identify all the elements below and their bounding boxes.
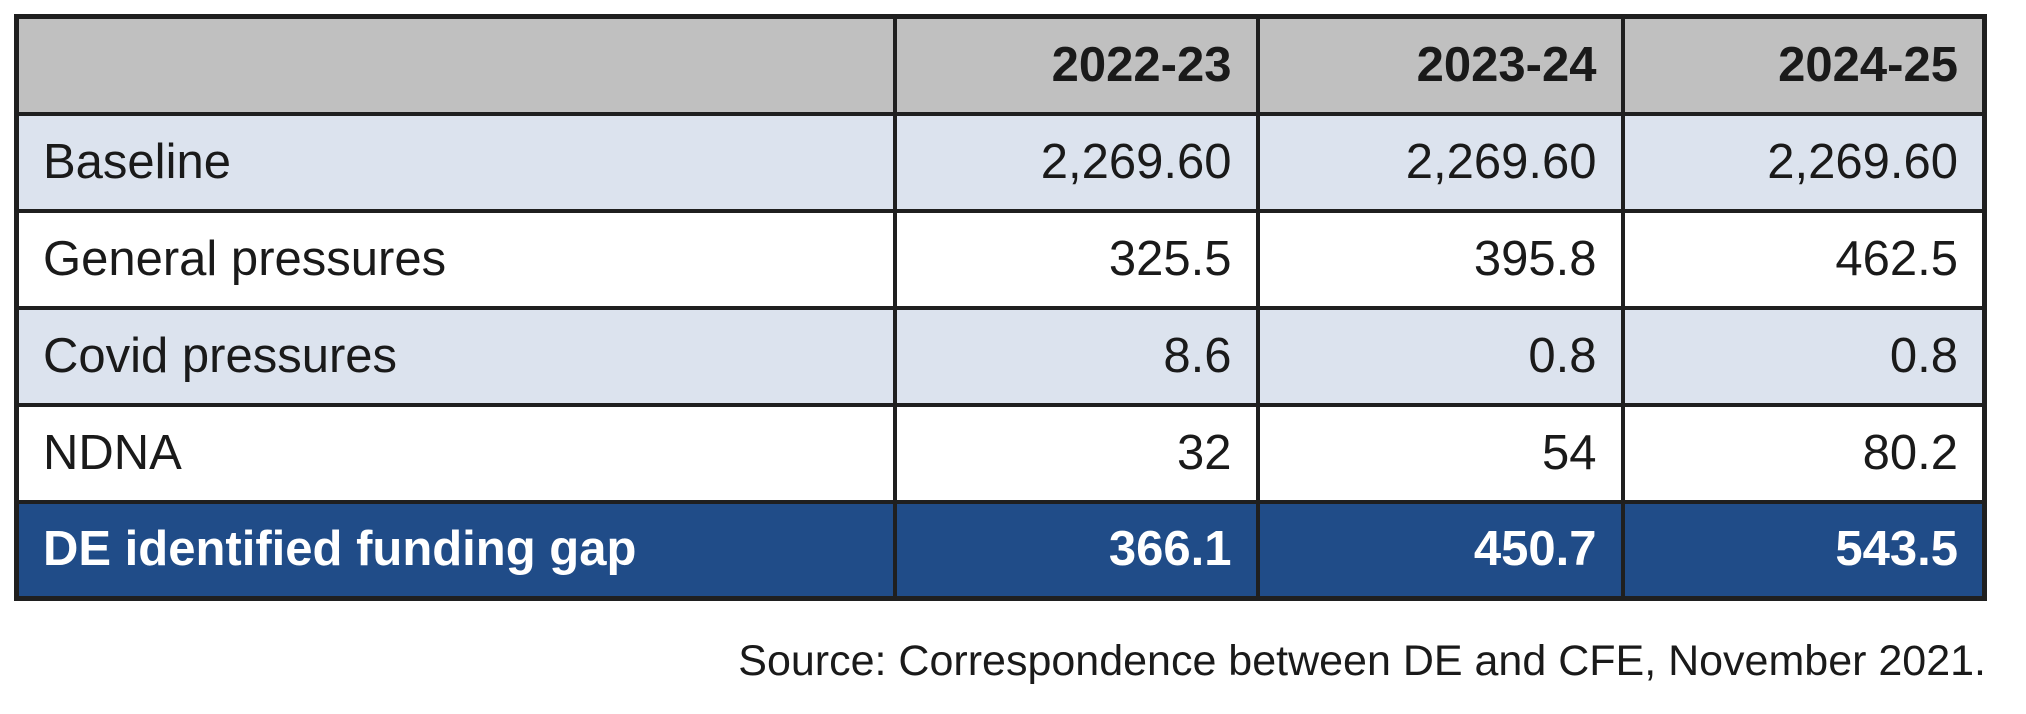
cell-value: 2,269.60: [1255, 111, 1625, 213]
table-body: Baseline 2,269.60 2,269.60 2,269.60 General …: [14, 111, 1987, 601]
cell-value: 0.8: [1255, 305, 1625, 407]
cell-value: 32: [892, 402, 1260, 504]
row-label: General pressures: [14, 208, 897, 310]
header-cell-year-2024-25: 2024-25: [1620, 14, 1987, 116]
cell-value: 8.6: [892, 305, 1260, 407]
cell-value: 395.8: [1255, 208, 1625, 310]
cell-value: 80.2: [1620, 402, 1987, 504]
header-cell-year-2023-24: 2023-24: [1255, 14, 1625, 116]
header-cell-year-2022-23: 2022-23: [892, 14, 1260, 116]
cell-value: 543.5: [1620, 499, 1987, 601]
row-label: DE identified funding gap: [14, 499, 897, 601]
source-note: Source: Correspondence between DE and CF…: [738, 637, 1986, 685]
cell-value: 325.5: [892, 208, 1260, 310]
cell-value: 0.8: [1620, 305, 1987, 407]
header-row: 2022-23 2023-24 2024-25: [14, 14, 1987, 116]
cell-value: 366.1: [892, 499, 1260, 601]
row-label: NDNA: [14, 402, 897, 504]
header-cell-blank: [14, 14, 897, 116]
cell-value: 462.5: [1620, 208, 1987, 310]
cell-value: 54: [1255, 402, 1625, 504]
funding-gap-table: 2022-23 2023-24 2024-25 Baseline 2,269.60…: [14, 14, 1987, 601]
cell-value: 2,269.60: [1620, 111, 1987, 213]
row-label: Baseline: [14, 111, 897, 213]
table-row: DE identified funding gap 366.1 450.7 543.5: [14, 499, 1987, 601]
row-label: Covid pressures: [14, 305, 897, 407]
cell-value: 2,269.60: [892, 111, 1260, 213]
table-row: Covid pressures 8.6 0.8 0.8: [14, 305, 1987, 407]
table-header: 2022-23 2023-24 2024-25: [14, 14, 1987, 116]
table-row: Baseline 2,269.60 2,269.60 2,269.60: [14, 111, 1987, 213]
table-row: General pressures 325.5 395.8 462.5: [14, 208, 1987, 310]
cell-value: 450.7: [1255, 499, 1625, 601]
table-row: NDNA 32 54 80.2: [14, 402, 1987, 504]
